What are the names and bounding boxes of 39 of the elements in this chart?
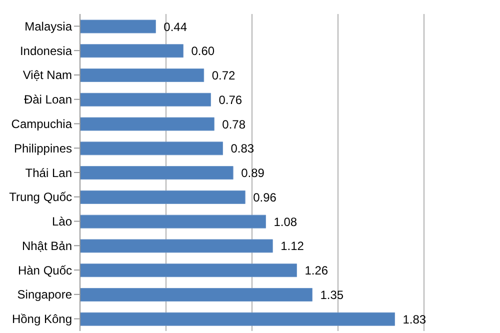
data-label: 0.44 xyxy=(164,20,188,34)
y-tick-label: Hàn Quốc xyxy=(18,263,72,278)
y-tick-label: Philippines xyxy=(14,141,72,156)
data-label: 0.83 xyxy=(230,142,254,156)
y-tick-label: Trung Quốc xyxy=(9,190,72,204)
data-label: 1.35 xyxy=(320,288,344,302)
bar xyxy=(80,117,214,131)
bar xyxy=(80,68,204,82)
data-label: 0.76 xyxy=(218,92,242,107)
data-label: 0.72 xyxy=(212,68,236,83)
y-tick-label: Indonesia xyxy=(20,44,72,58)
bar xyxy=(80,20,156,34)
data-label: 1.08 xyxy=(274,214,298,229)
data-label: 1.12 xyxy=(280,239,304,254)
y-tick-label: Nhật Bản xyxy=(22,238,72,253)
bar xyxy=(80,190,246,204)
data-label: 0.78 xyxy=(222,117,246,132)
data-label: 0.60 xyxy=(191,44,215,58)
bar xyxy=(80,44,184,58)
bar xyxy=(80,142,224,156)
bar xyxy=(80,312,396,326)
bar xyxy=(80,239,273,253)
y-tick-label: Lào xyxy=(52,214,72,229)
bar xyxy=(80,288,312,302)
data-label: 0.96 xyxy=(253,190,277,204)
y-tick-label: Hồng Kông xyxy=(12,312,72,326)
bar xyxy=(80,92,211,106)
data-label: 1.26 xyxy=(304,264,328,278)
data-label: 0.89 xyxy=(241,166,265,180)
y-tick-label: Malaysia xyxy=(24,19,72,34)
y-tick-label: Thái Lan xyxy=(25,166,72,180)
y-tick-label: Singapore xyxy=(17,288,72,302)
data-label: 1.83 xyxy=(402,312,426,326)
y-tick-label: Đài Loan xyxy=(24,92,72,107)
bar xyxy=(80,264,297,278)
y-tick-label: Campuchia xyxy=(11,116,72,131)
bar xyxy=(80,214,266,228)
y-tick-label: Việt Nam xyxy=(22,68,72,82)
bar xyxy=(80,166,234,180)
